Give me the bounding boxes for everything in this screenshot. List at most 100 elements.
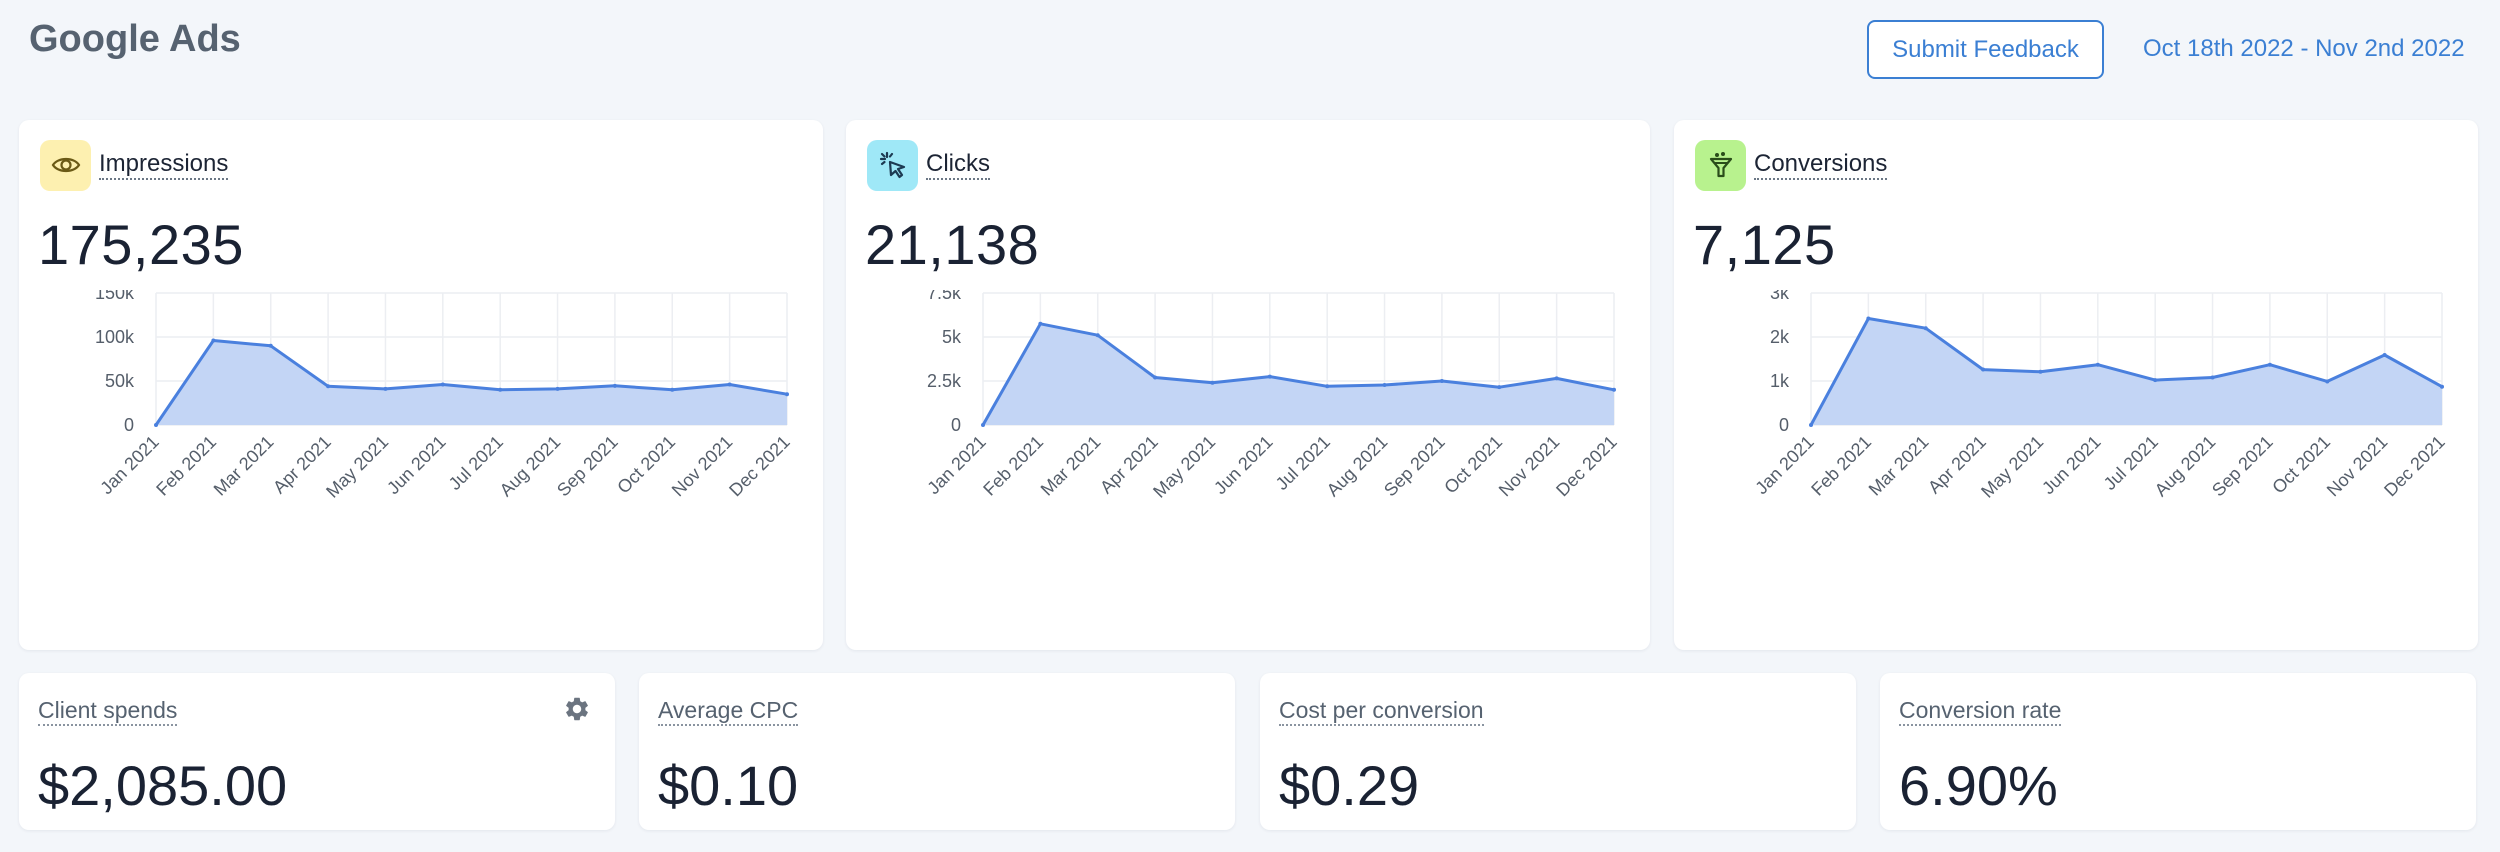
page-title: Google Ads <box>29 18 241 60</box>
data-point <box>383 386 388 391</box>
y-tick-label: 0 <box>124 415 134 435</box>
y-tick-label: 7.5k <box>927 290 962 303</box>
conversion-rate-label[interactable]: Conversion rate <box>1899 697 2062 726</box>
x-tick-label: Jun 2021 <box>2038 432 2105 499</box>
average-cpc-label[interactable]: Average CPC <box>658 697 799 726</box>
impressions-card: Impressions 175,235 0 50k 100k 150k Jan 2021… <box>19 120 823 650</box>
y-tick-label: 0 <box>1779 415 1789 435</box>
data-point <box>268 343 273 348</box>
data-point <box>1981 367 1986 372</box>
x-tick-label: Jun 2021 <box>383 432 450 499</box>
client-spends-value: $2,085.00 <box>38 754 288 817</box>
conversions-card: Conversions 7,125 0 1k 2k 3k Jan 2021 Feb 202… <box>1674 120 2478 650</box>
x-tick-label: Sep 2021 <box>553 432 622 501</box>
x-tick-label: Jan 2021 <box>1751 432 1818 499</box>
y-tick-label: 3k <box>1770 290 1790 303</box>
data-point <box>2095 362 2100 367</box>
x-tick-label: Aug 2021 <box>2151 432 2220 501</box>
average-cpc-value: $0.10 <box>658 754 799 817</box>
x-tick-label: Nov 2021 <box>1495 432 1564 501</box>
data-point <box>2210 375 2215 380</box>
x-tick-label: Aug 2021 <box>496 432 565 501</box>
x-tick-label: Dec 2021 <box>2380 432 2449 501</box>
data-point <box>154 423 158 427</box>
data-point <box>1866 316 1871 321</box>
data-point <box>2440 384 2444 389</box>
data-point <box>1267 374 1272 379</box>
impressions-header: Impressions <box>40 139 229 191</box>
data-point <box>440 382 445 387</box>
data-point <box>1809 423 1813 427</box>
x-tick-label: May 2021 <box>1977 432 2047 502</box>
conversions-value: 7,125 <box>1693 213 1836 276</box>
data-point <box>1439 379 1444 383</box>
x-tick-label: Aug 2021 <box>1323 432 1392 501</box>
data-point <box>211 338 216 343</box>
clicks-value: 21,138 <box>865 213 1040 276</box>
clicks-label[interactable]: Clicks <box>926 150 990 180</box>
submit-feedback-button[interactable]: Submit Feedback <box>1867 20 2104 79</box>
data-point <box>326 384 331 389</box>
average-cpc-card: Average CPC $0.10 <box>639 673 1235 830</box>
data-point <box>1038 321 1043 326</box>
cost-per-conversion-card: Cost per conversion $0.29 <box>1260 673 1856 830</box>
y-tick-label: 2k <box>1770 327 1790 347</box>
conversion-rate-card: Conversion rate 6.90% <box>1880 673 2476 830</box>
data-point <box>498 387 503 392</box>
y-tick-label: 2.5k <box>927 371 962 391</box>
data-point <box>670 387 675 392</box>
x-tick-label: Feb 2021 <box>152 432 220 500</box>
area-fill <box>156 340 787 425</box>
data-point <box>727 382 732 387</box>
eye-icon <box>40 139 91 191</box>
data-point <box>1612 387 1616 392</box>
conversion-rate-value: 6.90% <box>1899 754 2058 817</box>
y-tick-label: 150k <box>95 290 135 303</box>
conversions-header: Conversions <box>1695 139 1888 191</box>
data-point <box>1095 333 1100 338</box>
x-tick-label: Jun 2021 <box>1210 432 1277 499</box>
cursor-click-icon <box>867 139 918 191</box>
x-tick-label: Sep 2021 <box>2208 432 2277 501</box>
x-tick-label: Jan 2021 <box>96 432 163 499</box>
conversions-label[interactable]: Conversions <box>1754 150 1888 180</box>
y-tick-label: 1k <box>1770 371 1790 391</box>
data-point <box>981 423 985 427</box>
x-tick-label: Nov 2021 <box>2323 432 2392 501</box>
data-point <box>1497 385 1502 390</box>
clicks-header: Clicks <box>867 139 990 191</box>
y-tick-label: 100k <box>95 327 135 347</box>
cost-per-conversion-value: $0.29 <box>1279 754 1420 817</box>
data-point <box>1325 384 1330 389</box>
data-point <box>1923 326 1928 331</box>
data-point <box>555 386 560 391</box>
series-line <box>981 322 1615 426</box>
data-point <box>785 392 789 397</box>
x-tick-label: May 2021 <box>1149 432 1219 502</box>
data-point <box>1210 380 1215 385</box>
date-range-picker[interactable]: Oct 18th 2022 - Nov 2nd 2022 <box>2143 35 2465 62</box>
data-point <box>2153 378 2158 383</box>
funnel-icon <box>1695 139 1746 191</box>
data-point <box>1153 375 1158 380</box>
x-tick-label: Dec 2021 <box>1552 432 1621 501</box>
x-tick-label: May 2021 <box>322 432 392 502</box>
y-tick-label: 5k <box>942 327 962 347</box>
data-point <box>1382 383 1387 388</box>
data-point <box>2325 379 2330 384</box>
cost-per-conversion-label[interactable]: Cost per conversion <box>1279 697 1484 726</box>
series-line <box>1809 317 2443 426</box>
area-fill <box>1811 318 2442 425</box>
series-line <box>154 339 788 426</box>
y-tick-label: 50k <box>105 371 135 391</box>
data-point <box>2038 369 2043 374</box>
gear-icon[interactable] <box>563 695 591 723</box>
x-tick-label: Jan 2021 <box>923 432 990 499</box>
x-tick-label: Mar 2021 <box>1037 432 1105 500</box>
impressions-label[interactable]: Impressions <box>99 150 229 180</box>
x-tick-label: Mar 2021 <box>210 432 278 500</box>
client-spends-label[interactable]: Client spends <box>38 697 178 726</box>
